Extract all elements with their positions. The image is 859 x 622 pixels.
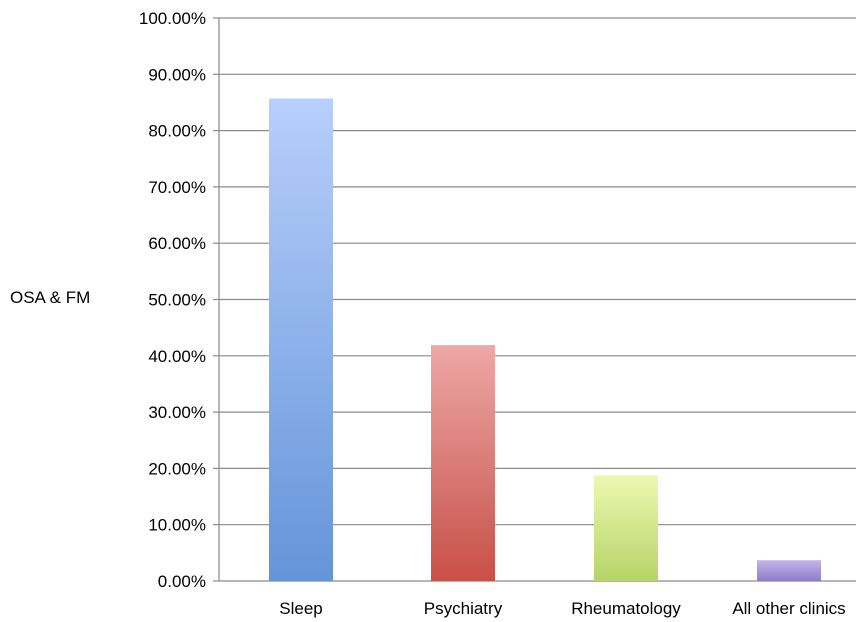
y-tick-label: 60.00% — [148, 234, 206, 253]
y-tick-label: 40.00% — [148, 347, 206, 366]
bar-sleep — [269, 98, 333, 581]
y-tick-label: 50.00% — [148, 291, 206, 310]
y-tick-label: 0.00% — [158, 572, 206, 591]
y-axis-label: OSA & FM — [10, 288, 91, 307]
bar-all-other-clinics — [757, 560, 821, 581]
y-tick-label: 20.00% — [148, 459, 206, 478]
x-tick-label: Rheumatology — [571, 599, 681, 618]
x-tick-label: Psychiatry — [424, 599, 503, 618]
bar-rheumatology — [594, 475, 658, 581]
bar-psychiatry — [431, 345, 495, 581]
y-tick-label: 80.00% — [148, 122, 206, 141]
x-tick-label: All other clinics — [732, 599, 845, 618]
y-tick-label: 100.00% — [139, 9, 206, 28]
y-tick-label: 10.00% — [148, 516, 206, 535]
y-tick-label: 70.00% — [148, 178, 206, 197]
y-tick-label: 90.00% — [148, 65, 206, 84]
x-tick-label: Sleep — [279, 599, 322, 618]
y-tick-label: 30.00% — [148, 403, 206, 422]
